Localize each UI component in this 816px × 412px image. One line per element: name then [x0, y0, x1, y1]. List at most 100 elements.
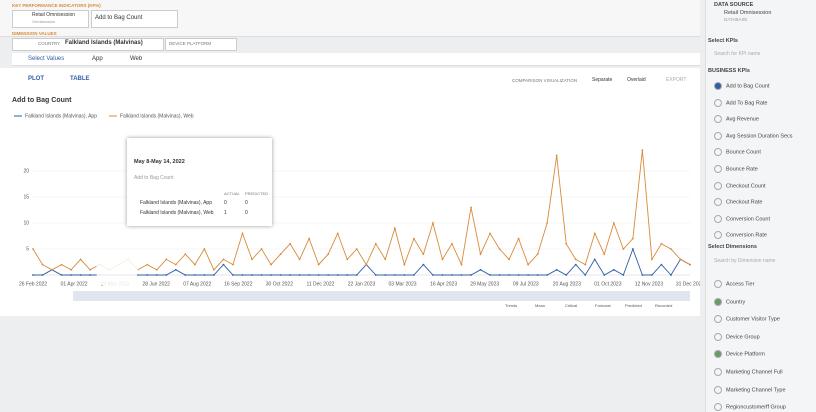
point	[165, 274, 168, 276]
point	[241, 274, 244, 276]
point	[32, 274, 34, 276]
dim-option[interactable]: Marketing Channel Full	[714, 368, 783, 376]
kpi-option[interactable]: Bounce Count	[714, 148, 761, 157]
point	[241, 232, 244, 235]
point	[460, 263, 463, 266]
point	[670, 274, 672, 276]
point	[451, 242, 453, 245]
point	[479, 253, 482, 256]
tooltip-col: ACTUAL	[224, 191, 240, 196]
dim-name: Marketing Channel Full	[726, 369, 783, 376]
value-chip[interactable]: Web	[130, 56, 143, 62]
kpi-option[interactable]: Add to Bag Count	[714, 82, 769, 90]
dim-option[interactable]: Marketing Channel Type	[714, 385, 786, 394]
kpi-chip[interactable]	[91, 10, 178, 28]
point	[346, 274, 349, 276]
x-tick-label: 26 Feb 2022	[19, 281, 47, 287]
point	[193, 274, 196, 276]
dim-search[interactable]: Search by Dimension name	[714, 258, 776, 264]
option[interactable]: Separate	[592, 77, 613, 83]
tooltip-cell: Falkland Islands (Malvinas), App	[140, 200, 212, 206]
point	[174, 263, 177, 266]
point	[422, 263, 425, 266]
x-tick-label: 07 Aug 2022	[183, 281, 211, 287]
kpi-option[interactable]: Add To Bag Rate	[714, 98, 768, 107]
point	[336, 232, 339, 235]
point	[203, 274, 206, 276]
point	[222, 263, 225, 266]
point	[184, 253, 187, 256]
source-label: DATA SOURCE	[714, 2, 754, 8]
kpi-heading: Select KPIs	[708, 38, 738, 44]
point	[612, 268, 615, 271]
point	[279, 274, 282, 276]
kpi-name: Avg Session Duration Secs	[726, 133, 793, 140]
point	[51, 268, 53, 271]
dim-heading: Select Dimensions	[708, 244, 757, 250]
point	[631, 237, 634, 240]
point	[470, 274, 472, 276]
dim-option[interactable]: Country	[714, 297, 745, 306]
point	[527, 263, 530, 266]
point	[60, 263, 63, 266]
point	[422, 253, 425, 256]
kpi-name: Avg Revenue	[726, 116, 759, 123]
dim-option[interactable]: Regioncustomerff Group	[714, 403, 786, 412]
point	[660, 263, 663, 266]
dim-option[interactable]: Device Platform	[714, 350, 765, 359]
source-chip[interactable]	[12, 10, 89, 28]
point	[603, 253, 606, 256]
tooltip-cell: 1	[224, 210, 227, 216]
point	[308, 274, 311, 276]
point	[251, 258, 253, 261]
point	[41, 263, 44, 266]
kpi-search[interactable]: Search for KPI name	[714, 51, 761, 57]
tab[interactable]: PLOT	[28, 76, 44, 82]
option[interactable]: Overlaid	[627, 77, 646, 83]
point	[89, 268, 92, 271]
x-tick-label: 16 Apr 2023	[430, 281, 457, 287]
platform-chip[interactable]	[165, 38, 237, 51]
dim-name: Marketing Channel Type	[726, 387, 786, 394]
point	[355, 274, 358, 276]
point	[584, 274, 587, 276]
point	[555, 154, 558, 157]
kpi-option[interactable]: Checkout Rate	[714, 198, 763, 207]
point	[622, 274, 625, 276]
point	[384, 274, 387, 276]
point	[298, 274, 301, 276]
source-name: Retail Omnisession	[724, 10, 772, 16]
point	[584, 263, 587, 266]
value-chip[interactable]: App	[92, 56, 103, 62]
x-tick-label: 12 Nov 2023	[635, 281, 664, 287]
point	[403, 274, 406, 276]
point	[222, 258, 225, 261]
dim-option[interactable]: Device Group	[714, 332, 760, 341]
point	[517, 274, 520, 276]
dim-option[interactable]: Access Tier	[714, 280, 754, 288]
point	[546, 274, 549, 276]
kpi-name: Add To Bag Rate	[726, 100, 768, 107]
legend-bottom: Forecast	[595, 303, 611, 308]
country-chip[interactable]	[12, 38, 164, 51]
kpi-option[interactable]: Avg Session Duration Secs	[714, 131, 793, 140]
kpi-option[interactable]: Avg Revenue	[714, 115, 759, 124]
kpi-name: Bounce Rate	[726, 166, 758, 173]
kpi-option[interactable]: Bounce Rate	[714, 165, 758, 173]
kpi-option[interactable]: Checkout Count	[714, 181, 765, 190]
point	[403, 263, 406, 266]
point	[203, 248, 206, 250]
select-values[interactable]: Select Values	[28, 56, 65, 62]
tab[interactable]: TABLE	[70, 76, 90, 82]
dim-option[interactable]: Customer Visitor Type	[714, 315, 780, 324]
point	[612, 222, 615, 224]
point	[489, 274, 491, 276]
point	[289, 242, 291, 245]
kpi-option[interactable]: Conversion Count	[714, 214, 770, 223]
kpi-option[interactable]: Conversion Rate	[714, 231, 767, 240]
point	[260, 248, 263, 250]
kpi-name: Checkout Rate	[726, 199, 763, 206]
export[interactable]: EXPORT	[666, 77, 687, 83]
